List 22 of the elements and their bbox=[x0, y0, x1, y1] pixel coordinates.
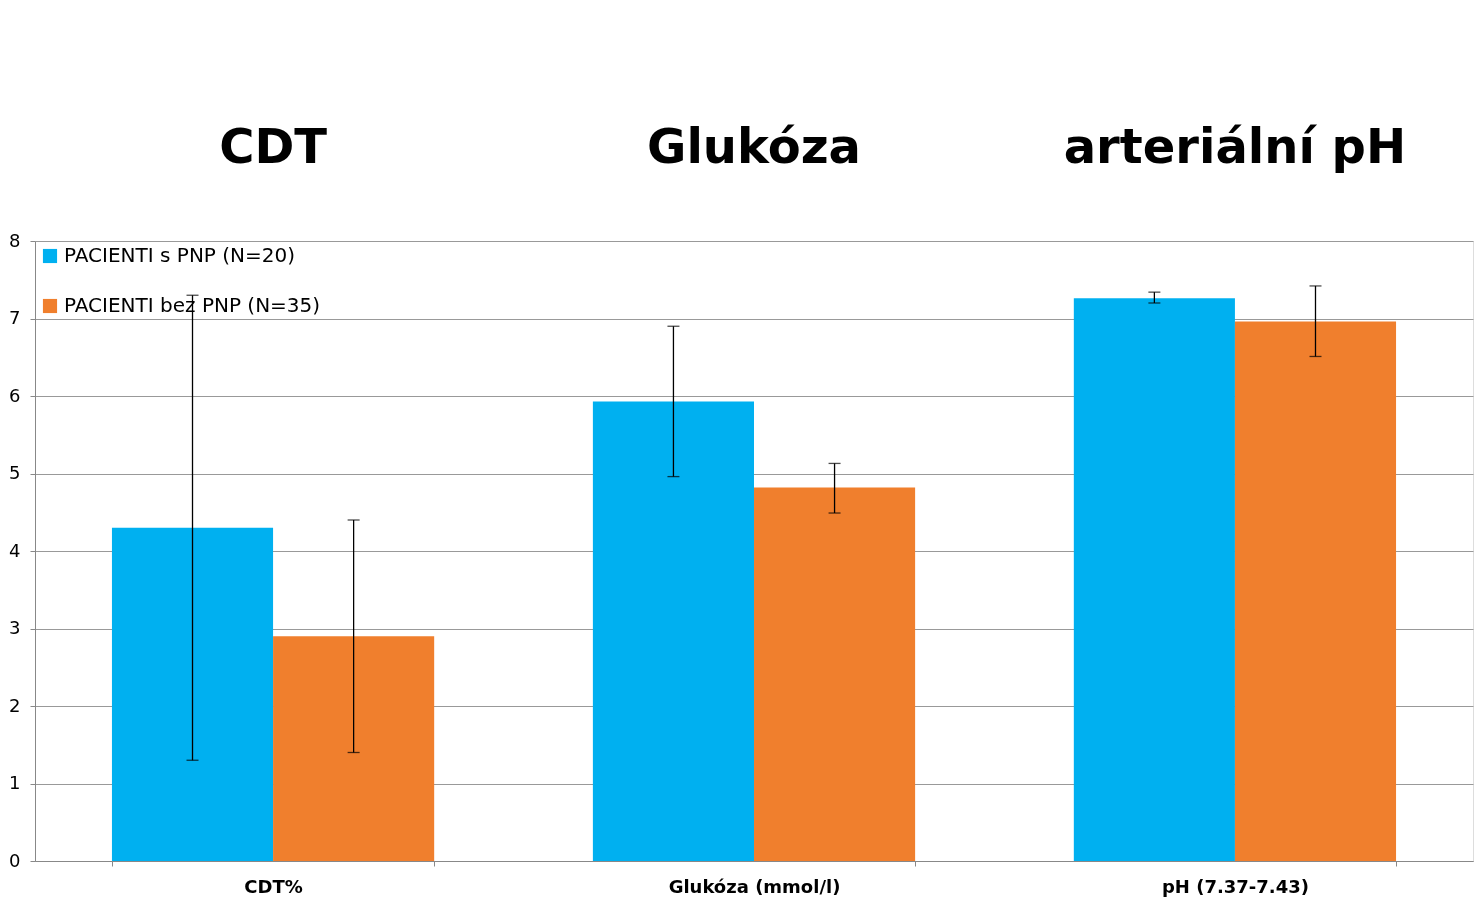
x-tick-label: pH (7.37-7.43) bbox=[1161, 875, 1309, 897]
bar bbox=[592, 401, 754, 861]
text: CDT bbox=[219, 118, 328, 174]
text: Glukóza bbox=[647, 118, 861, 174]
bar bbox=[1073, 298, 1235, 861]
y-tick-label: 6 bbox=[9, 384, 21, 406]
bar bbox=[111, 527, 274, 861]
y-tick-label: 8 bbox=[9, 229, 21, 251]
bar bbox=[1234, 321, 1397, 861]
legend-label: PACIENTI s PNP (N=20) bbox=[64, 243, 296, 267]
bar bbox=[754, 487, 916, 861]
y-tick-label: 0 bbox=[9, 849, 21, 871]
y-tick-label: 4 bbox=[9, 539, 21, 561]
y-tick-label: 1 bbox=[9, 772, 21, 793]
x-tick-label: Glukóza (mmol/l) bbox=[668, 875, 841, 897]
bar bbox=[273, 636, 435, 861]
y-tick-label: 7 bbox=[9, 307, 21, 328]
text: arteriální pH bbox=[1063, 118, 1407, 174]
y-tick-label: 5 bbox=[9, 462, 21, 483]
x-tick-label: CDT% bbox=[244, 875, 303, 897]
y-tick-label: 2 bbox=[9, 694, 21, 716]
y-tick-label: 3 bbox=[9, 617, 21, 638]
